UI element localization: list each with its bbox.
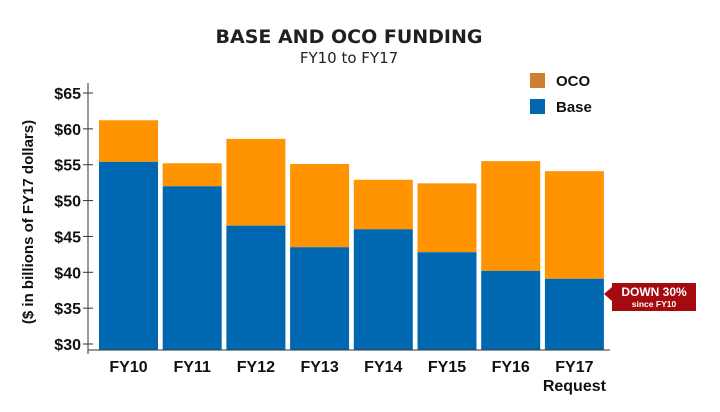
bar-base-fy17: [544, 278, 604, 350]
bar-oco-fy12: [226, 138, 286, 226]
x-tick-label-fy13: FY13: [300, 359, 338, 376]
annotation-box: [612, 283, 696, 311]
bar-base-fy12: [226, 225, 286, 350]
bar-oco-fy15: [417, 183, 477, 253]
x-tick-label-fy11: FY11: [174, 359, 211, 376]
x-tick-label-fy17: FY17: [555, 359, 593, 376]
y-axis-label: ($ in billions of FY17 dollars): [20, 120, 37, 324]
y-tick-label: $60: [54, 122, 81, 139]
bar-base-fy13: [290, 247, 350, 350]
y-tick-label: $50: [54, 194, 81, 211]
y-tick-label: $35: [54, 301, 81, 318]
legend-swatch-oco: [530, 73, 545, 88]
y-tick-label: $45: [54, 229, 81, 246]
legend-label-base: Base: [556, 99, 592, 116]
x-tick-label-fy14: FY14: [364, 359, 402, 376]
x-tick-label-fy12: FY12: [237, 359, 275, 376]
bar-base-fy15: [417, 252, 477, 350]
y-tick-label: $55: [54, 158, 81, 175]
chart-title: BASE AND OCO FUNDING: [216, 26, 483, 48]
bar-oco-fy16: [481, 161, 541, 271]
annotation-pointer: [604, 287, 612, 301]
annotation-line2: since FY10: [632, 299, 677, 309]
y-tick-label: $65: [54, 86, 81, 103]
bar-oco-fy11: [162, 163, 222, 187]
axes-group: FY10 FY11 FY12 FY13 FY14 FY15 FY16 FY17 Request $…: [54, 83, 610, 395]
bar-oco-fy13: [290, 163, 350, 248]
y-tick-label: $30: [54, 337, 81, 354]
x-tick-label-fy15: FY15: [428, 359, 466, 376]
annotation-callout: DOWN 30% since FY10: [604, 283, 696, 311]
bar-base-fy16: [481, 270, 541, 350]
bars-group: [99, 120, 604, 350]
x-tick-sublabel-fy17: Request: [543, 378, 607, 395]
bar-base-fy14: [353, 229, 413, 350]
annotation-line1: DOWN 30%: [621, 285, 687, 299]
y-tick-label: $40: [54, 265, 81, 282]
legend-swatch-base: [530, 99, 545, 114]
chart-subtitle: FY10 to FY17: [300, 49, 398, 67]
bar-base-fy11: [162, 186, 222, 350]
bar-base-fy10: [99, 161, 158, 350]
legend: OCO Base: [530, 73, 592, 116]
legend-label-oco: OCO: [556, 73, 591, 90]
bar-oco-fy17: [544, 171, 604, 279]
x-tick-label-fy10: FY10: [109, 359, 147, 376]
bar-oco-fy14: [353, 179, 413, 230]
x-tick-label-fy16: FY16: [492, 359, 530, 376]
bar-oco-fy10: [99, 120, 158, 162]
